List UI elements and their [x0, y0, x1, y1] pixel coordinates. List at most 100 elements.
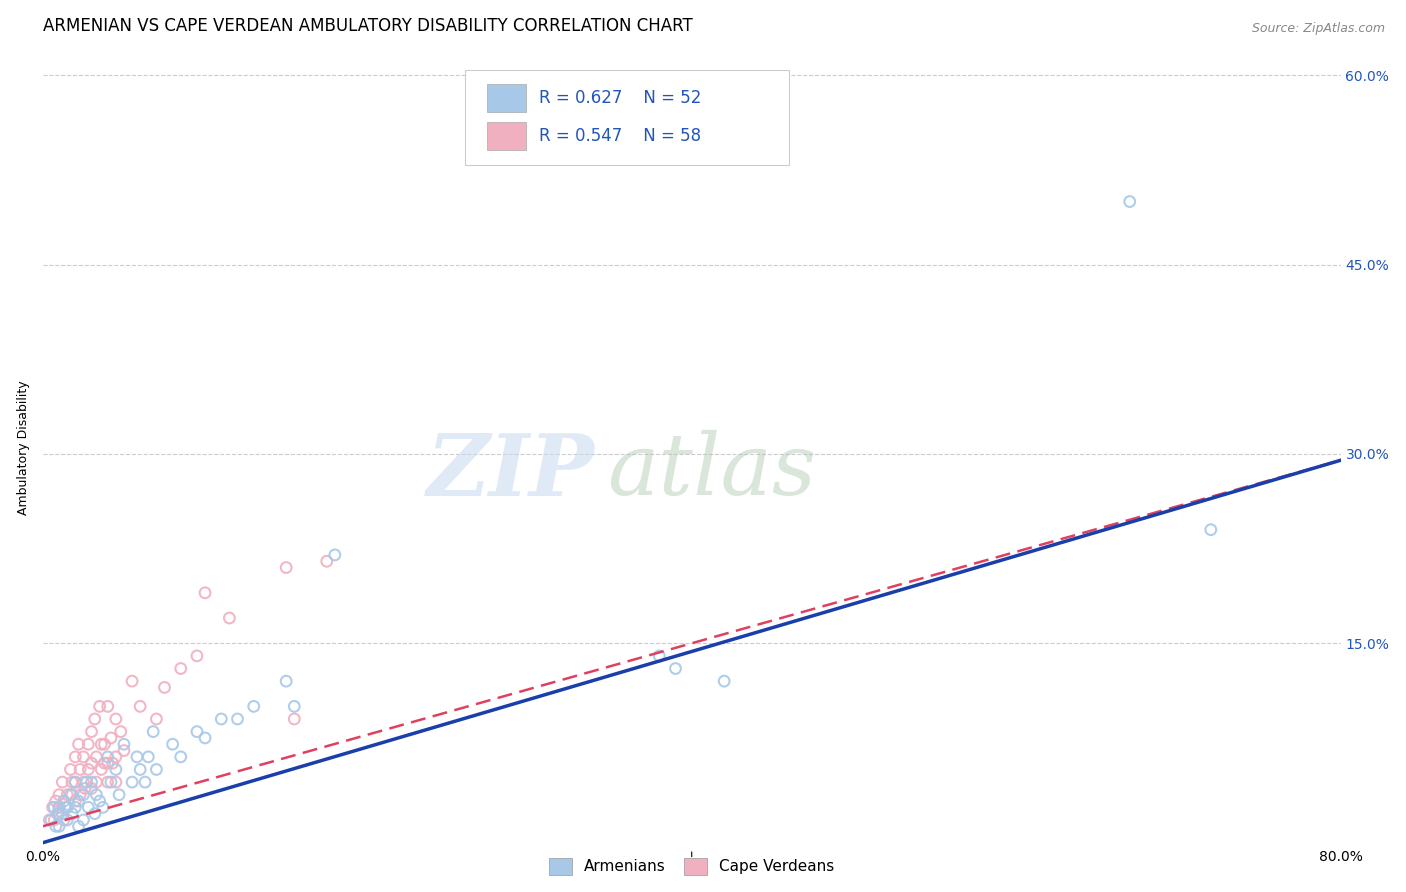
Point: [39, 813, 62, 827]
Point: [112, 737, 135, 751]
Point: [56, 813, 79, 827]
Point: [67, 794, 90, 808]
Point: [125, 749, 148, 764]
Point: [100, 775, 122, 789]
Point: [48, 788, 70, 802]
Point: [1118, 194, 1140, 209]
Point: [194, 586, 217, 600]
Point: [65, 794, 87, 808]
Point: [104, 712, 127, 726]
Point: [38, 813, 60, 827]
Point: [56, 800, 79, 814]
Point: [72, 775, 94, 789]
Point: [186, 724, 208, 739]
Point: [104, 763, 127, 777]
Point: [194, 731, 217, 745]
Point: [65, 749, 87, 764]
Point: [315, 554, 337, 568]
Point: [170, 661, 193, 675]
Point: [142, 724, 165, 739]
Point: [90, 763, 112, 777]
Point: [112, 743, 135, 757]
Point: [52, 813, 75, 827]
Point: [226, 712, 249, 726]
Point: [67, 819, 90, 833]
Point: [97, 775, 120, 789]
Text: R = 0.547    N = 58: R = 0.547 N = 58: [538, 127, 700, 145]
Point: [89, 699, 111, 714]
Point: [52, 794, 75, 808]
Point: [104, 775, 127, 789]
Point: [69, 788, 91, 802]
FancyBboxPatch shape: [486, 84, 526, 112]
Point: [41, 800, 63, 814]
Point: [145, 712, 167, 726]
Point: [72, 749, 94, 764]
Point: [59, 763, 82, 777]
Point: [276, 560, 298, 574]
Point: [77, 763, 100, 777]
Point: [86, 788, 108, 802]
Point: [77, 737, 100, 751]
Point: [323, 548, 346, 562]
Point: [276, 674, 298, 689]
Point: [60, 806, 83, 821]
Point: [67, 737, 90, 751]
Point: [60, 775, 83, 789]
Point: [56, 788, 79, 802]
Point: [46, 806, 69, 821]
Point: [90, 737, 112, 751]
Point: [121, 775, 143, 789]
Point: [242, 699, 264, 714]
Point: [73, 781, 96, 796]
Point: [100, 731, 122, 745]
Point: [45, 794, 67, 808]
Point: [76, 775, 98, 789]
Point: [59, 788, 82, 802]
Point: [93, 737, 115, 751]
Point: [283, 699, 305, 714]
FancyBboxPatch shape: [486, 122, 526, 150]
Point: [65, 775, 87, 789]
Point: [72, 813, 94, 827]
Point: [60, 788, 83, 802]
Point: [104, 749, 127, 764]
Point: [48, 819, 70, 833]
Point: [80, 775, 103, 789]
Point: [145, 763, 167, 777]
Point: [55, 800, 77, 814]
Point: [170, 749, 193, 764]
Point: [209, 712, 232, 726]
Point: [91, 800, 114, 814]
Point: [45, 819, 67, 833]
Point: [83, 806, 105, 821]
Point: [51, 806, 73, 821]
Point: [108, 788, 131, 802]
Point: [129, 699, 152, 714]
Text: ARMENIAN VS CAPE VERDEAN AMBULATORY DISABILITY CORRELATION CHART: ARMENIAN VS CAPE VERDEAN AMBULATORY DISA…: [42, 17, 693, 35]
Point: [129, 763, 152, 777]
Point: [713, 674, 735, 689]
Point: [97, 756, 120, 771]
Text: Source: ZipAtlas.com: Source: ZipAtlas.com: [1251, 22, 1385, 36]
Point: [218, 611, 240, 625]
Point: [44, 813, 66, 827]
Point: [83, 712, 105, 726]
Point: [664, 661, 686, 675]
Point: [44, 800, 66, 814]
Point: [162, 737, 184, 751]
Point: [69, 763, 91, 777]
Point: [48, 800, 70, 814]
FancyBboxPatch shape: [464, 70, 789, 165]
Point: [153, 681, 176, 695]
Point: [51, 775, 73, 789]
Point: [110, 724, 132, 739]
Point: [80, 781, 103, 796]
Point: [101, 756, 124, 771]
Point: [121, 674, 143, 689]
Text: atlas: atlas: [607, 430, 817, 513]
Point: [283, 712, 305, 726]
Point: [77, 800, 100, 814]
Point: [97, 699, 120, 714]
Point: [86, 775, 108, 789]
